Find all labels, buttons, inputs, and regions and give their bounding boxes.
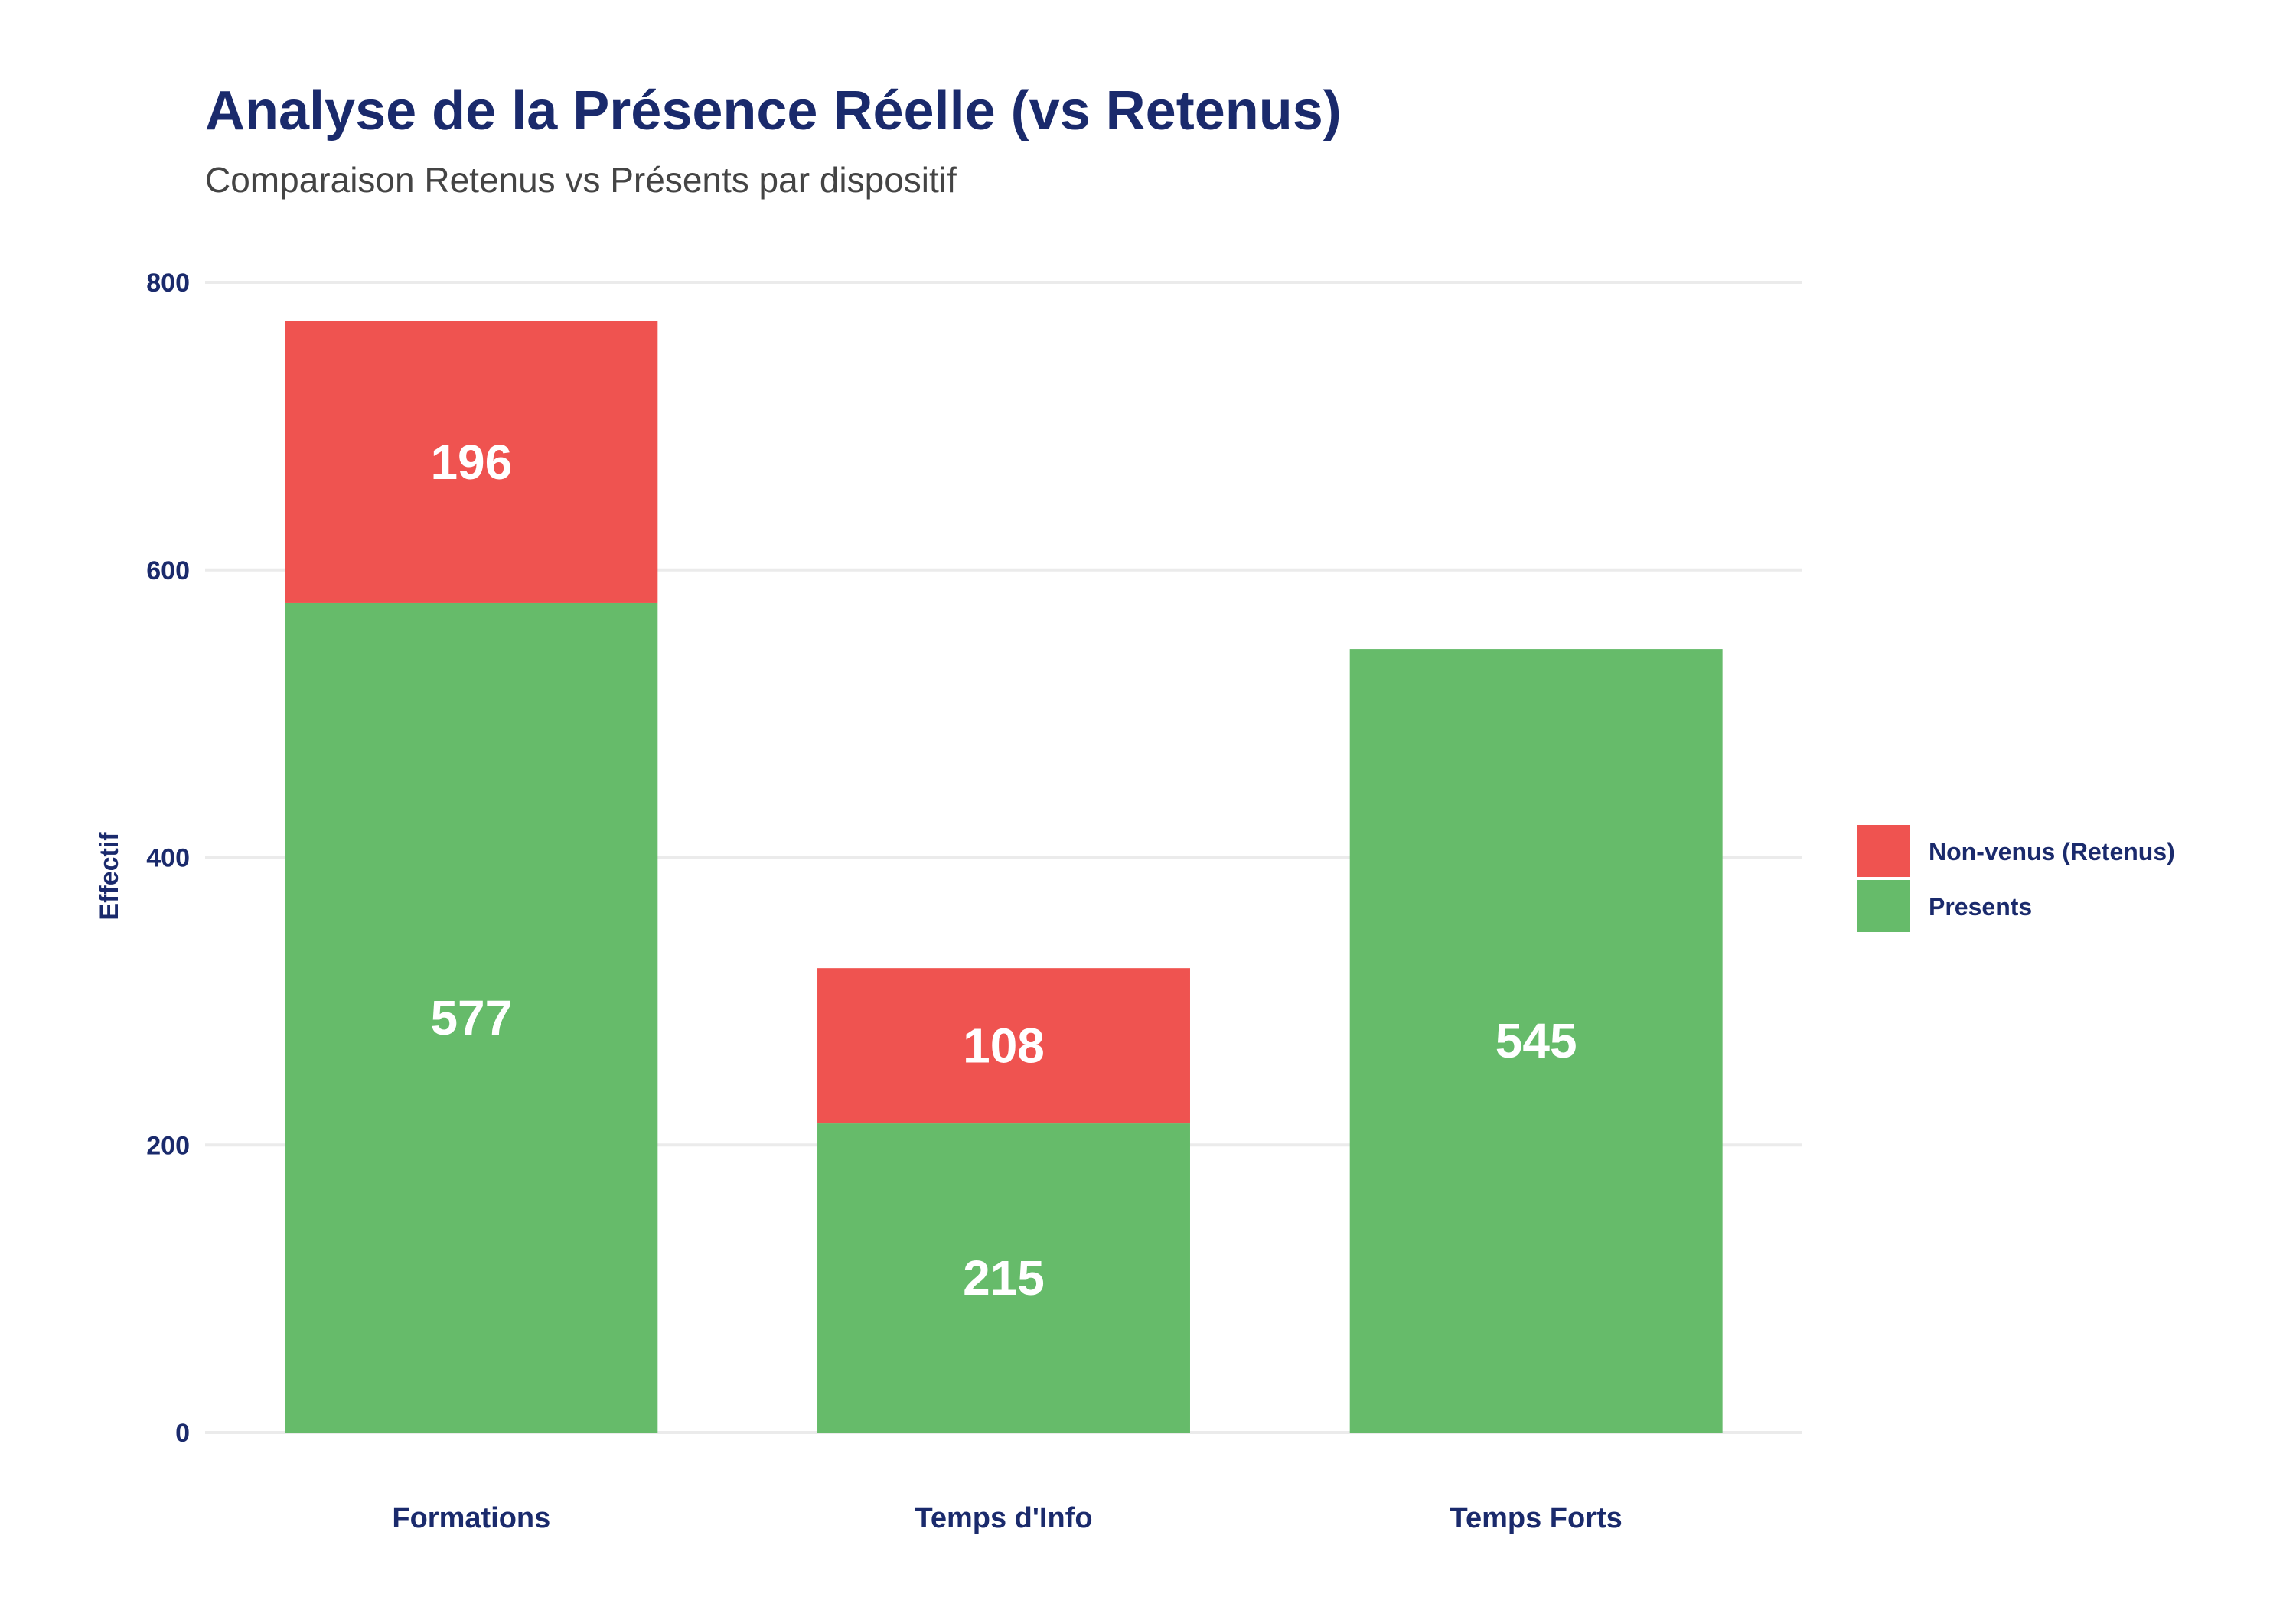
chart-subtitle: Comparaison Retenus vs Présents par disp… [205,160,957,200]
data-label: 196 [430,435,512,490]
y-tick-label: 400 [146,844,190,873]
x-tick-label: Temps d'Info [915,1502,1092,1534]
bar-presents [285,602,658,1433]
legend-swatch [1857,880,1910,932]
data-label: 545 [1495,1013,1577,1068]
x-tick-label: Formations [392,1502,550,1534]
y-tick-label: 800 [146,269,190,298]
y-tick-label: 600 [146,556,190,585]
legend-swatch [1857,825,1910,877]
data-label: 577 [430,990,512,1045]
bar-non-venus-retenus- [817,968,1190,1124]
y-tick-label: 200 [146,1131,190,1160]
bar-non-venus-retenus- [285,321,658,603]
y-tick-label: 0 [175,1419,190,1448]
y-axis-label: Effectif [95,832,124,921]
bar-presents [817,1123,1190,1433]
bar-presents [1349,649,1723,1433]
data-label: 215 [963,1250,1045,1305]
chart-title: Analyse de la Présence Réelle (vs Retenu… [205,80,1342,142]
data-label: 108 [963,1019,1045,1074]
legend-label: Non-venus (Retenus) [1929,838,2175,865]
legend-label: Presents [1929,893,2032,921]
x-tick-label: Temps Forts [1450,1502,1623,1534]
